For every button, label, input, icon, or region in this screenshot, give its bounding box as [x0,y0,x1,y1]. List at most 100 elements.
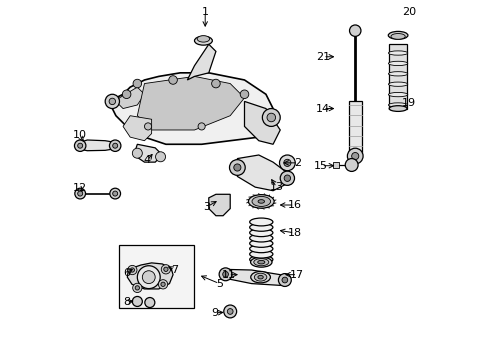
Bar [119,246,193,308]
Text: 11: 11 [221,270,235,280]
Circle shape [105,94,119,109]
Polygon shape [187,44,216,80]
Ellipse shape [258,200,264,203]
Polygon shape [123,116,151,141]
Text: 6: 6 [123,268,130,278]
Ellipse shape [197,36,209,42]
Circle shape [349,25,360,36]
Circle shape [283,159,290,166]
Circle shape [346,148,363,164]
Circle shape [229,159,244,175]
Ellipse shape [249,239,272,247]
Polygon shape [223,269,287,285]
Circle shape [282,277,287,283]
Text: 21: 21 [315,52,329,62]
Ellipse shape [250,271,270,283]
Text: 15: 15 [314,161,327,171]
Ellipse shape [387,82,407,86]
Text: 5: 5 [216,279,223,289]
Ellipse shape [250,257,271,267]
Ellipse shape [194,36,212,45]
Polygon shape [108,73,272,144]
Ellipse shape [387,51,407,55]
Ellipse shape [257,260,264,264]
Circle shape [161,282,165,287]
Ellipse shape [249,218,272,226]
Ellipse shape [251,197,270,206]
Text: 20: 20 [401,7,415,17]
Ellipse shape [253,258,268,266]
Circle shape [224,305,236,318]
Ellipse shape [387,61,407,66]
Circle shape [198,123,205,130]
Ellipse shape [390,33,405,39]
Polygon shape [137,76,244,130]
Circle shape [233,164,241,171]
Ellipse shape [387,93,407,97]
Polygon shape [134,144,162,162]
Polygon shape [244,102,280,144]
Ellipse shape [249,224,272,231]
Ellipse shape [249,250,272,258]
Circle shape [168,76,177,84]
Ellipse shape [249,234,272,242]
Circle shape [351,153,358,159]
Circle shape [75,188,85,199]
Circle shape [227,309,233,314]
Text: 14: 14 [315,104,329,113]
Circle shape [74,140,86,152]
Text: 2: 2 [294,158,301,168]
Text: 3: 3 [203,202,210,212]
Circle shape [122,90,131,99]
Text: 12: 12 [72,183,86,193]
Ellipse shape [387,103,407,107]
Ellipse shape [257,275,263,279]
Circle shape [279,155,295,171]
Circle shape [109,140,121,152]
Circle shape [161,265,170,274]
Ellipse shape [248,195,274,208]
Bar [388,44,406,109]
Circle shape [142,271,155,284]
Polygon shape [127,263,173,289]
Ellipse shape [249,256,272,264]
Circle shape [211,79,220,88]
Circle shape [135,286,139,290]
Text: 18: 18 [287,228,301,238]
Text: 19: 19 [401,98,415,108]
Circle shape [163,267,168,271]
Bar [348,102,361,153]
Circle shape [132,296,142,306]
Text: 8: 8 [123,297,130,307]
Text: 9: 9 [211,308,218,318]
Circle shape [78,191,82,196]
Circle shape [137,266,160,289]
Circle shape [278,274,291,287]
Polygon shape [237,155,287,191]
Circle shape [78,143,82,148]
Ellipse shape [249,245,272,253]
Polygon shape [208,194,230,216]
Circle shape [112,143,118,148]
Circle shape [219,268,231,281]
Circle shape [240,90,248,99]
Text: 10: 10 [72,130,86,140]
Circle shape [110,188,121,199]
Circle shape [112,191,118,196]
Circle shape [222,271,228,277]
Circle shape [133,79,142,88]
Circle shape [144,123,151,130]
Circle shape [280,171,294,185]
Text: 17: 17 [290,270,304,280]
Ellipse shape [387,31,407,39]
Circle shape [266,113,275,122]
Text: 16: 16 [287,200,301,210]
Text: 4: 4 [143,156,151,165]
Circle shape [132,283,142,293]
Circle shape [144,297,155,307]
Ellipse shape [249,229,272,237]
Polygon shape [80,140,116,151]
Text: 1: 1 [201,7,208,17]
Ellipse shape [388,106,406,111]
Ellipse shape [387,72,407,76]
